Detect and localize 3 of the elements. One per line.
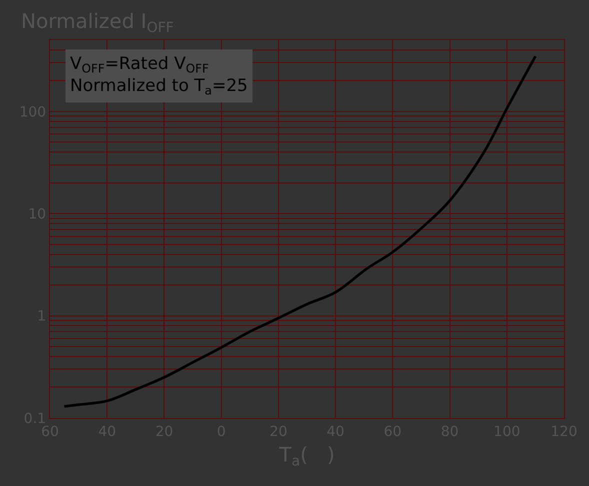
line-series <box>62 54 537 408</box>
annotation: V$_{OFF}$=Rated V$_{OFF}$ <box>70 54 209 76</box>
annotation: Normalized to T$_{a}$=25 <box>70 76 248 98</box>
